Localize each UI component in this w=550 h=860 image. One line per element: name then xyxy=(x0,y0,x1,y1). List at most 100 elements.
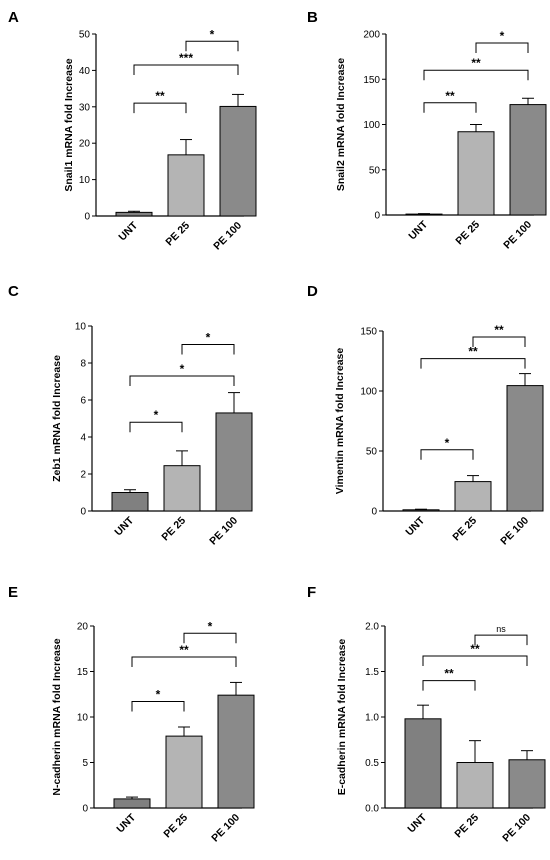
significance-label: ** xyxy=(179,643,189,657)
y-tick-label: 40 xyxy=(79,66,91,77)
panel-a: A 0 10 20 30 40 50 Snail1 mRNA fold Increase UNT… xyxy=(8,9,257,253)
significance-label: ** xyxy=(470,642,480,656)
y-tick-label: 0 xyxy=(371,507,377,518)
significance-label: * xyxy=(180,362,185,376)
panel-label: E xyxy=(8,584,18,601)
x-tick-label: UNT xyxy=(116,219,140,243)
significance-label: ** xyxy=(468,345,478,359)
y-axis-title: Vimentin mRNA fold Increase xyxy=(334,348,346,495)
x-tick-label: PE 100 xyxy=(501,219,534,252)
y-tick-label: 4 xyxy=(80,433,86,444)
y-tick-label: 30 xyxy=(79,102,91,113)
bar-2 xyxy=(456,762,494,809)
bar-3 xyxy=(215,412,253,512)
significance-label: ** xyxy=(155,89,165,103)
significance-bracket xyxy=(474,634,528,646)
x-tick-label: PE 25 xyxy=(159,515,188,544)
x-tick-label: UNT xyxy=(405,811,429,835)
x-tick-label: UNT xyxy=(114,811,138,835)
y-axis-title: E-cadherin mRNA fold Increase xyxy=(336,639,348,796)
significance-label: * xyxy=(156,688,161,702)
bar-2 xyxy=(454,481,492,512)
y-axis-title: Snail1 mRNA fold Increase xyxy=(63,58,75,191)
y-tick-label: 0 xyxy=(80,507,86,518)
bar-1 xyxy=(404,718,442,809)
bar-1 xyxy=(113,798,151,809)
significance-label: ns xyxy=(496,624,506,634)
bar-2 xyxy=(163,465,201,512)
significance-label: ** xyxy=(471,56,481,70)
significance-bracket xyxy=(420,449,474,460)
significance-bracket xyxy=(129,375,235,386)
x-tick-label: PE 25 xyxy=(450,515,479,544)
y-tick-label: 100 xyxy=(360,387,377,398)
significance-bracket xyxy=(475,42,529,54)
significance-bracket xyxy=(422,655,528,667)
y-axis-title: Snail2 mRNA fold Increase xyxy=(335,58,347,191)
y-tick-label: 200 xyxy=(363,30,380,41)
y-tick-label: 1.5 xyxy=(365,667,379,678)
significance-bracket xyxy=(472,336,526,347)
y-tick-label: 10 xyxy=(79,175,91,186)
bar-2 xyxy=(165,735,203,809)
bar-1 xyxy=(115,211,153,217)
x-tick-label: PE 100 xyxy=(209,812,242,845)
y-tick-label: 0.5 xyxy=(365,758,379,769)
bar-2 xyxy=(457,131,495,216)
y-axis-title: N-cadherin mRNA fold Increase xyxy=(51,638,63,795)
x-tick-label: UNT xyxy=(112,514,136,538)
x-tick-label: PE 100 xyxy=(211,220,244,253)
panel-label: B xyxy=(307,9,318,26)
y-tick-label: 50 xyxy=(369,165,381,176)
significance-bracket xyxy=(422,680,476,691)
y-tick-label: 0 xyxy=(84,212,90,223)
panel-c: C 0 2 4 6 8 10 Zeb1 mRNA fold Increase UNT PE 25 P… xyxy=(8,283,253,548)
x-tick-label: PE 25 xyxy=(453,219,482,248)
significance-label: *** xyxy=(179,51,193,65)
bar-3 xyxy=(217,694,255,809)
y-tick-label: 0 xyxy=(374,211,380,222)
y-tick-label: 15 xyxy=(77,667,89,678)
x-tick-label: PE 100 xyxy=(500,812,533,845)
panel-label: F xyxy=(307,584,316,601)
panel-label: D xyxy=(307,283,318,300)
significance-bracket xyxy=(185,40,239,52)
x-tick-label: PE 25 xyxy=(163,220,192,249)
significance-bracket xyxy=(423,102,477,113)
significance-label: * xyxy=(500,29,505,43)
significance-label: ** xyxy=(444,667,454,681)
significance-label: * xyxy=(206,331,211,345)
bar-3 xyxy=(219,105,257,217)
y-tick-label: 10 xyxy=(77,713,89,724)
x-tick-label: PE 100 xyxy=(207,515,240,548)
x-tick-label: UNT xyxy=(406,218,430,242)
significance-label: ** xyxy=(494,323,504,337)
y-tick-label: 1.0 xyxy=(365,713,379,724)
panel-label: A xyxy=(8,9,19,26)
y-tick-label: 20 xyxy=(79,139,91,150)
x-tick-label: PE 25 xyxy=(161,812,190,841)
y-tick-label: 150 xyxy=(360,327,377,338)
panel-label: C xyxy=(8,283,19,300)
bar-3 xyxy=(506,385,544,512)
significance-bracket xyxy=(131,701,185,712)
y-tick-label: 50 xyxy=(366,447,378,458)
panel-e: E 0 5 10 15 20 N-cadherin mRNA fold Increase UN… xyxy=(8,584,255,845)
y-tick-label: 2.0 xyxy=(365,622,379,633)
y-tick-label: 6 xyxy=(80,396,86,407)
significance-bracket xyxy=(133,102,187,114)
significance-bracket xyxy=(131,656,237,667)
significance-label: * xyxy=(210,27,215,41)
y-tick-label: 100 xyxy=(363,120,380,131)
y-tick-label: 150 xyxy=(363,75,380,86)
significance-label: * xyxy=(208,619,213,633)
significance-bracket xyxy=(423,69,529,81)
y-tick-label: 8 xyxy=(80,359,86,370)
panel-f: F 0.0 0.5 1.0 1.5 2.0 E-cadherin mRNA fold Inc… xyxy=(307,584,546,845)
y-tick-label: 50 xyxy=(79,30,91,41)
x-tick-label: UNT xyxy=(403,514,427,538)
significance-label: * xyxy=(154,408,159,422)
significance-label: * xyxy=(445,436,450,450)
significance-bracket xyxy=(420,358,526,369)
bar-3 xyxy=(508,759,546,809)
